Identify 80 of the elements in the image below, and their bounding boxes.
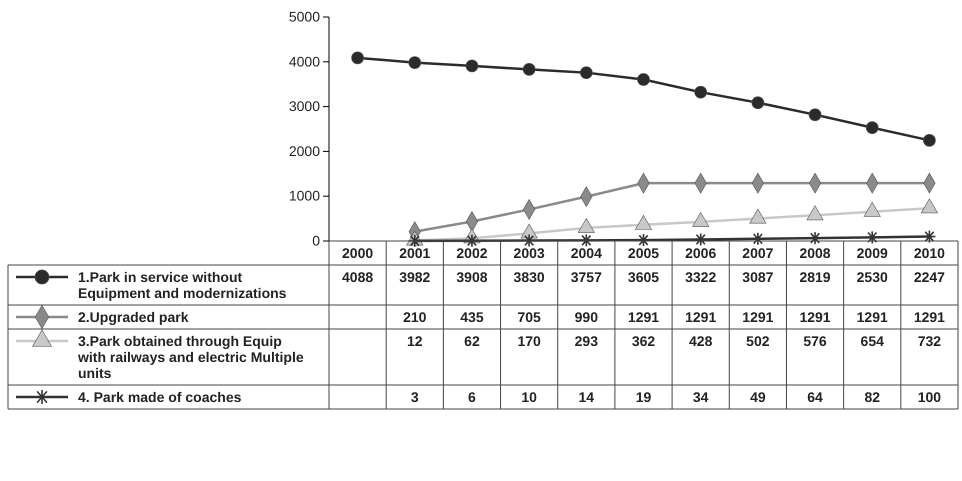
data-label: 62 [464,333,480,349]
x-tick-label: 2003 [514,245,545,261]
data-label: 3 [410,389,419,405]
data-label: 100 [918,389,942,405]
point [637,73,650,86]
x-tick-label: 2006 [685,245,716,261]
x-tick-label: 2005 [628,245,660,261]
data-label: 14 [578,389,594,405]
data-label: 3908 [456,269,488,285]
data-label: 34 [692,389,709,405]
point [922,230,936,244]
point [808,231,822,245]
point [580,66,593,80]
data-label: 1291 [685,309,716,325]
data-label: 1291 [856,309,888,325]
data-label: 3757 [570,269,602,285]
data-label: 170 [517,333,542,349]
data-label: 2819 [799,269,831,285]
legend-label: 3.Park obtained through Equip with railways and electric Multiple units [77,333,304,381]
data-label: 1291 [914,309,946,325]
data-label: 428 [689,333,713,349]
data-label: 19 [636,389,652,405]
legend-label: 1.Park in service without Equipment and modernizations [78,269,287,301]
x-tick-label: 2008 [799,245,831,261]
point [751,232,765,246]
x-tick-label: 2010 [914,245,946,261]
x-tick-label: 2000 [342,245,374,261]
data-label: 49 [750,389,766,405]
point [522,63,536,76]
data-label: 3982 [399,269,431,285]
y-tick-label: 5000 [288,8,320,24]
data-label: 362 [632,333,656,349]
x-tick-label: 2004 [570,245,602,261]
x-tick-label: 2001 [399,245,431,261]
data-label: 293 [574,333,598,349]
point [866,121,879,134]
data-label: 435 [460,309,484,325]
data-label: 4088 [342,269,374,285]
point [580,234,594,248]
data-label: 3087 [742,269,774,285]
y-tick-label: 4000 [288,53,320,70]
legend-label: 4. Park made of coaches [78,389,242,405]
data-label: 654 [860,333,884,349]
data-label: 1291 [628,309,660,325]
point [808,108,822,122]
legend-label: 2.Upgraded park [78,309,189,325]
data-label: 1291 [742,309,774,325]
data-label: 502 [746,333,770,349]
data-label: 705 [517,309,542,325]
y-tick-label: 0 [312,232,320,248]
data-label: 2530 [856,269,888,285]
y-tick-label: 3000 [288,98,320,114]
point [408,56,422,69]
point [466,60,478,72]
data-label: 64 [807,389,824,405]
point [636,233,650,247]
data-label: 2247 [914,269,946,285]
point [522,234,536,248]
data-label: 732 [918,333,942,349]
data-label: 3830 [514,269,545,285]
data-label: 576 [803,333,827,349]
data-label: 990 [574,309,598,325]
point [923,134,936,147]
data-label: 10 [521,389,538,405]
x-tick-label: 2009 [856,245,888,261]
x-tick-label: 2002 [456,245,488,261]
data-label: 3322 [685,269,716,285]
data-label: 210 [403,309,427,325]
data-label: 82 [864,389,880,405]
point [351,52,364,64]
point [752,96,764,110]
data-label: 6 [468,389,476,405]
point [694,86,708,99]
point [694,232,708,246]
x-tick-label: 2007 [742,245,774,261]
y-tick-label: 1000 [288,188,320,204]
data-label: 3605 [628,269,660,285]
data-label: 1291 [799,309,831,325]
y-tick-label: 2000 [288,142,320,159]
data-label: 12 [406,333,423,349]
